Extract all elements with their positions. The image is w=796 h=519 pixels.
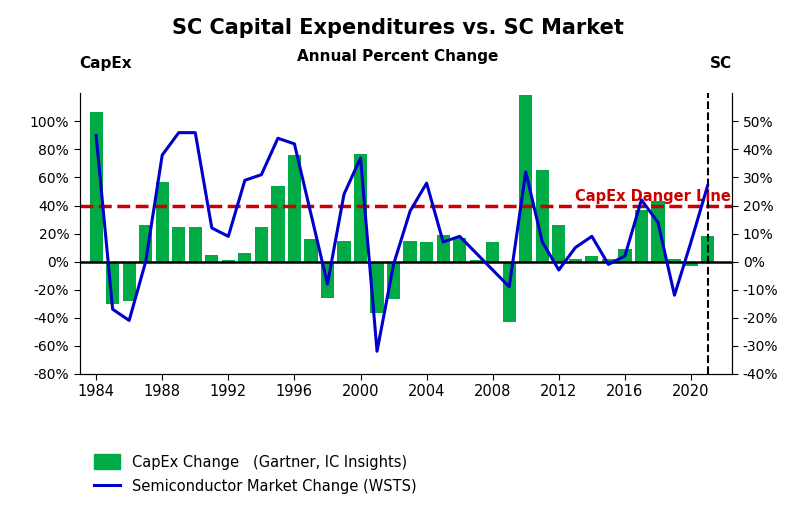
Bar <box>222 260 235 262</box>
Bar <box>470 260 483 262</box>
Bar <box>486 242 499 262</box>
Bar <box>618 249 631 262</box>
Text: CapEx: CapEx <box>80 56 132 71</box>
Bar <box>189 226 202 262</box>
Bar <box>354 154 367 262</box>
Bar <box>205 254 218 262</box>
Bar <box>238 253 252 262</box>
Bar <box>304 239 318 262</box>
Text: CapEx Danger Line: CapEx Danger Line <box>576 189 732 204</box>
Text: SC Capital Expenditures vs. SC Market: SC Capital Expenditures vs. SC Market <box>172 18 624 38</box>
Bar <box>139 225 152 262</box>
Bar <box>123 262 136 301</box>
Bar <box>321 262 334 298</box>
Bar <box>552 225 565 262</box>
Bar <box>701 236 714 262</box>
Bar <box>172 226 185 262</box>
Bar <box>387 262 400 299</box>
Bar <box>519 95 533 262</box>
Bar <box>106 262 119 304</box>
Bar <box>255 226 268 262</box>
Bar <box>338 240 350 262</box>
Bar <box>370 262 384 313</box>
Bar <box>668 259 681 262</box>
Bar <box>685 262 697 266</box>
Bar <box>155 182 169 262</box>
Bar <box>536 170 549 262</box>
Bar <box>635 210 648 262</box>
Text: SC: SC <box>710 56 732 71</box>
Bar <box>585 256 599 262</box>
Bar <box>502 262 516 322</box>
Bar <box>453 238 466 262</box>
Bar <box>651 201 665 262</box>
Bar <box>568 259 582 262</box>
Bar <box>89 112 103 262</box>
Bar <box>420 242 433 262</box>
Bar <box>271 186 284 262</box>
Bar <box>436 235 450 262</box>
Legend: CapEx Change   (Gartner, IC Insights), Semiconductor Market Change (WSTS): CapEx Change (Gartner, IC Insights), Sem… <box>87 447 424 501</box>
Bar <box>602 259 615 262</box>
Bar <box>404 240 416 262</box>
Bar <box>288 155 301 262</box>
Text: Annual Percent Change: Annual Percent Change <box>298 49 498 64</box>
